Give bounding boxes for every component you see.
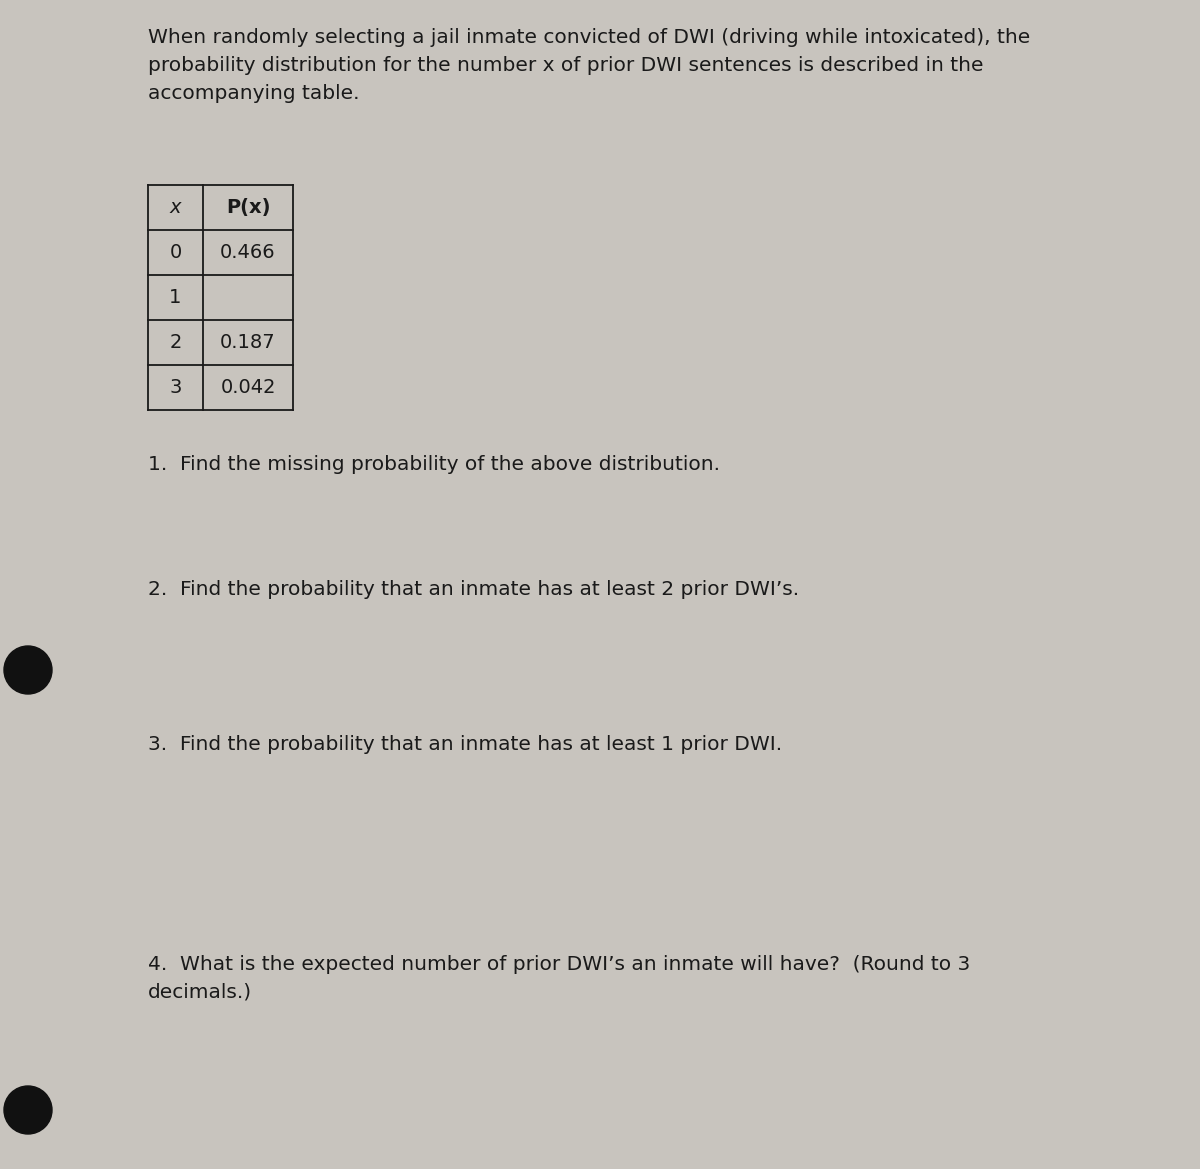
Text: 0.466: 0.466 [220, 243, 276, 262]
Text: 2.  Find the probability that an inmate has at least 2 prior DWI’s.: 2. Find the probability that an inmate h… [148, 580, 799, 599]
Text: 1: 1 [169, 288, 181, 307]
Text: 0.042: 0.042 [221, 378, 276, 397]
Text: 1.  Find the missing probability of the above distribution.: 1. Find the missing probability of the a… [148, 455, 720, 473]
Text: accompanying table.: accompanying table. [148, 84, 360, 103]
Text: 3: 3 [169, 378, 181, 397]
Text: x: x [169, 198, 181, 217]
Circle shape [4, 646, 52, 694]
Text: 0: 0 [169, 243, 181, 262]
Text: 4.  What is the expected number of prior DWI’s an inmate will have?  (Round to 3: 4. What is the expected number of prior … [148, 955, 971, 1002]
Text: 2: 2 [169, 333, 181, 352]
Text: 0.187: 0.187 [220, 333, 276, 352]
Text: P(x): P(x) [226, 198, 270, 217]
Text: probability distribution for the number x of prior DWI sentences is described in: probability distribution for the number … [148, 56, 984, 75]
Text: 3.  Find the probability that an inmate has at least 1 prior DWI.: 3. Find the probability that an inmate h… [148, 735, 782, 754]
Text: When randomly selecting a jail inmate convicted of DWI (driving while intoxicate: When randomly selecting a jail inmate co… [148, 28, 1031, 47]
Circle shape [4, 1086, 52, 1134]
